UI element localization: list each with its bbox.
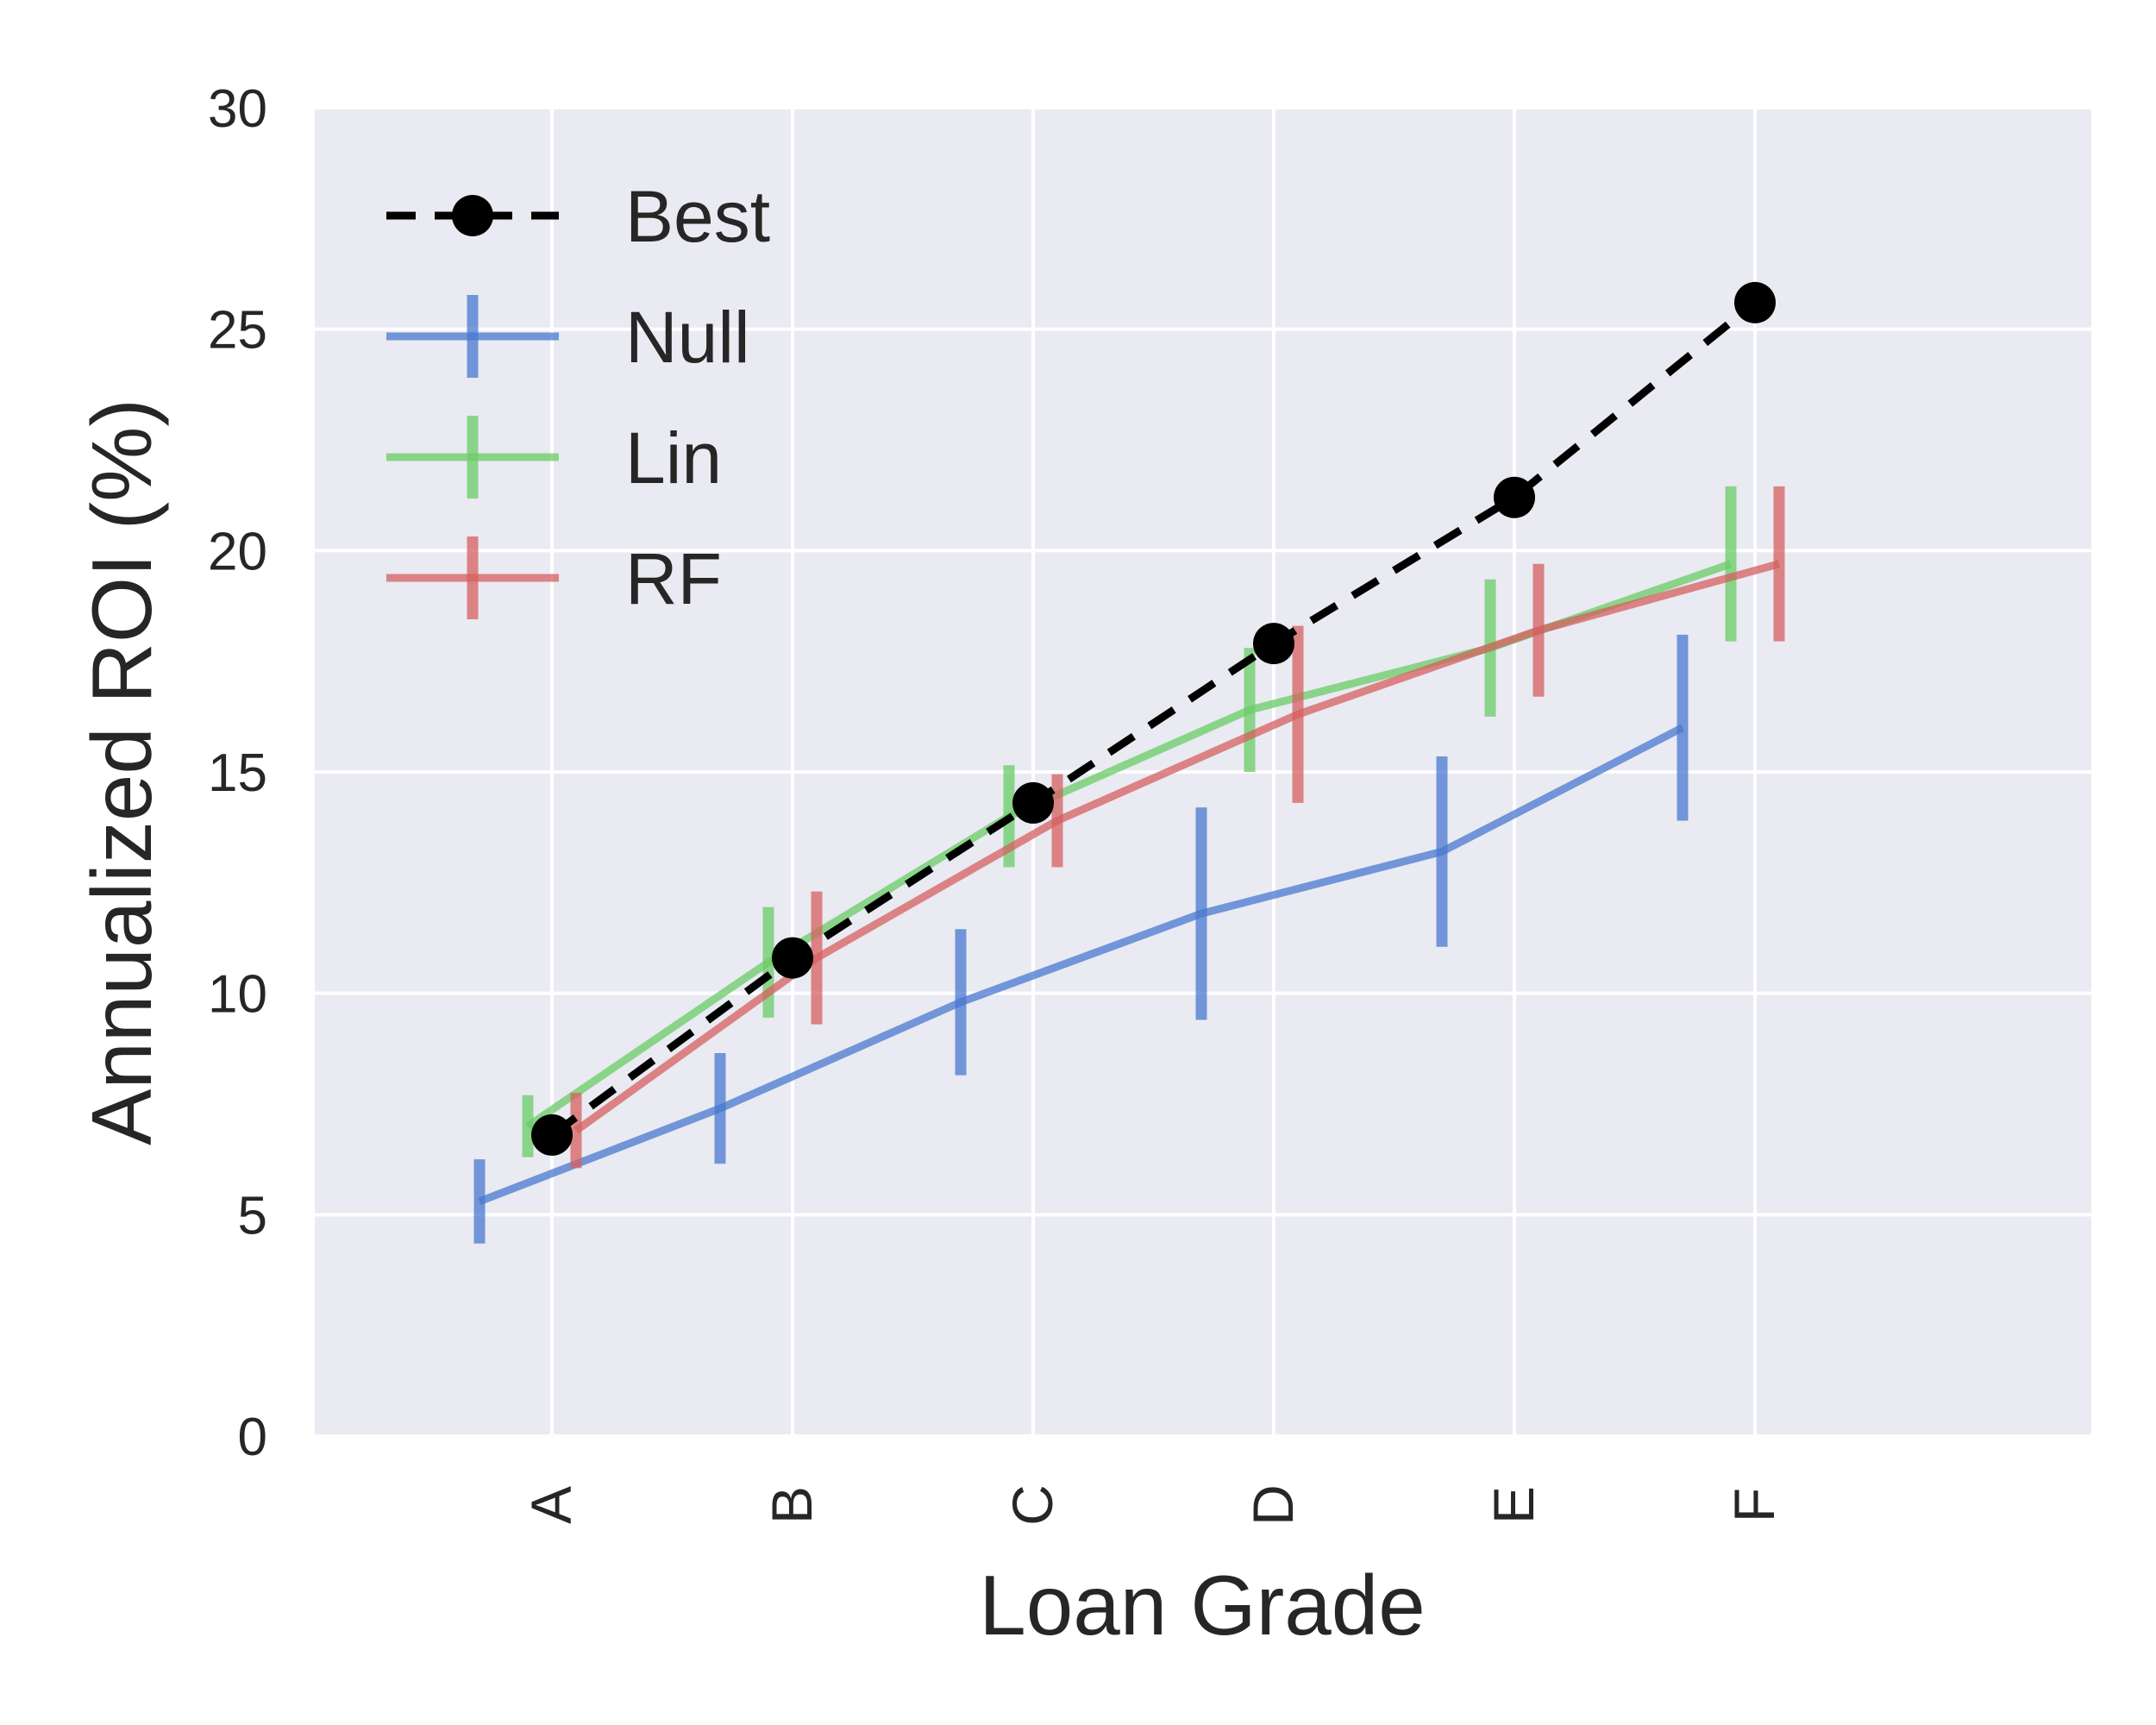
marker-best	[1734, 281, 1776, 323]
y-tick-label: 15	[208, 743, 267, 803]
x-tick-label: F	[1722, 1488, 1786, 1522]
x-tick-label: D	[1241, 1484, 1305, 1526]
legend-label-rf: RF	[625, 538, 722, 619]
legend-item-lin: Lin	[386, 416, 722, 499]
legend-item-rf: RF	[386, 536, 722, 619]
series-layer	[473, 281, 1785, 1244]
y-tick-label: 20	[208, 522, 267, 581]
x-axis-label: Loan Grade	[979, 1558, 1426, 1653]
marker-best	[531, 1113, 573, 1156]
x-tick-label: B	[760, 1486, 824, 1524]
legend-label-null: Null	[625, 297, 750, 378]
y-axis-label: Annualized ROI (%)	[74, 398, 169, 1145]
y-tick-label: 0	[238, 1408, 267, 1467]
legend-marker-best	[452, 195, 493, 236]
x-tick-label: C	[1000, 1484, 1064, 1526]
series-best	[531, 281, 1776, 1156]
line-rf	[573, 560, 1781, 1134]
marker-best	[1494, 476, 1535, 518]
x-tick-labels: A B C D E F	[519, 1484, 1786, 1526]
series-null	[473, 634, 1689, 1244]
x-tick-label: E	[1482, 1486, 1545, 1524]
marker-best	[772, 937, 813, 979]
y-tick-label: 10	[208, 965, 267, 1025]
line-best	[549, 299, 1758, 1138]
legend-label-best: Best	[625, 176, 770, 257]
y-tick-label: 30	[208, 79, 267, 139]
y-tick-labels: 0 5 10 15 20 25 30	[208, 79, 267, 1467]
series-rf	[570, 486, 1785, 1169]
line-null	[478, 724, 1685, 1206]
legend-item-best: Best	[386, 176, 770, 257]
marker-best	[1253, 623, 1294, 665]
y-tick-label: 5	[238, 1186, 267, 1245]
legend-label-lin: Lin	[625, 417, 722, 499]
legend-item-null: Null	[386, 295, 750, 378]
y-tick-label: 25	[208, 301, 267, 361]
x-tick-label: A	[519, 1486, 583, 1524]
marker-best	[1012, 781, 1054, 824]
legend: Best Null Lin RF	[386, 176, 770, 619]
